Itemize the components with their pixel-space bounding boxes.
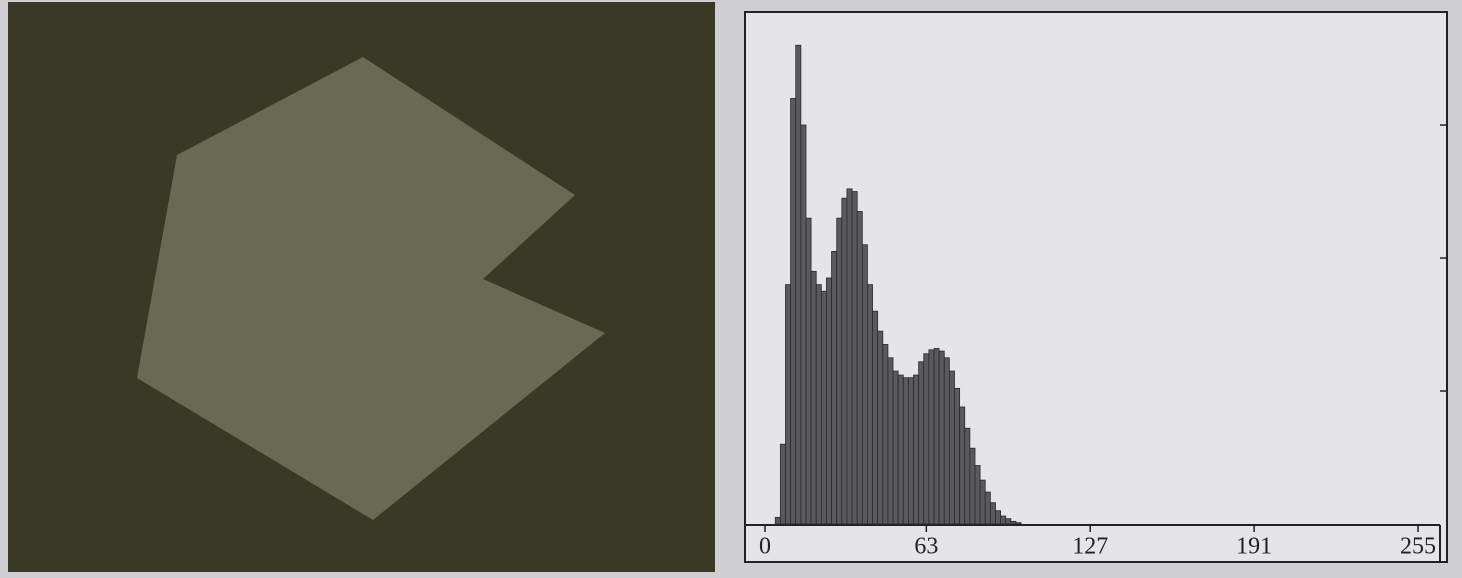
bar	[856, 211, 863, 525]
bar	[836, 217, 843, 525]
bar	[851, 191, 858, 525]
x-tick-label: 255	[1400, 534, 1436, 560]
bar	[964, 427, 971, 525]
bar	[918, 361, 925, 525]
bar	[902, 377, 909, 525]
bar	[820, 290, 827, 525]
bar	[923, 353, 930, 525]
bar	[938, 350, 945, 525]
x-tick-label: 127	[1072, 534, 1108, 560]
bar	[882, 344, 889, 525]
bar	[954, 387, 961, 525]
bar	[795, 44, 802, 525]
bar	[948, 370, 955, 525]
bar	[897, 374, 904, 525]
bar	[831, 250, 838, 525]
bar	[841, 197, 848, 525]
bar	[1010, 520, 1017, 525]
bar	[800, 124, 807, 525]
bar	[995, 510, 1001, 525]
bar	[1015, 522, 1022, 525]
bar	[861, 244, 868, 525]
x-tick-label: 63	[914, 534, 938, 560]
bar	[790, 98, 797, 525]
bar	[887, 357, 894, 525]
bar	[1005, 518, 1012, 525]
bar	[877, 330, 884, 525]
bar	[984, 491, 991, 525]
bar	[872, 310, 879, 525]
bar	[826, 277, 832, 525]
bar	[989, 502, 996, 525]
image-polygon	[137, 57, 605, 520]
bar	[979, 479, 986, 525]
bar	[779, 443, 786, 525]
bar	[969, 447, 976, 525]
bar	[913, 374, 920, 525]
bar	[774, 516, 781, 525]
bar	[943, 357, 950, 525]
bar	[908, 377, 914, 525]
bar	[928, 349, 935, 525]
bar	[815, 284, 822, 525]
bar	[933, 348, 940, 525]
bar	[959, 406, 966, 525]
bar	[805, 217, 812, 525]
bar	[867, 284, 873, 525]
x-tick-label: 191	[1236, 534, 1272, 560]
bar	[1000, 515, 1007, 525]
bar	[892, 370, 899, 525]
bar	[785, 284, 792, 525]
bar	[846, 188, 853, 525]
bar	[974, 465, 981, 525]
x-tick-label: 0	[759, 534, 771, 560]
bar	[810, 270, 817, 525]
